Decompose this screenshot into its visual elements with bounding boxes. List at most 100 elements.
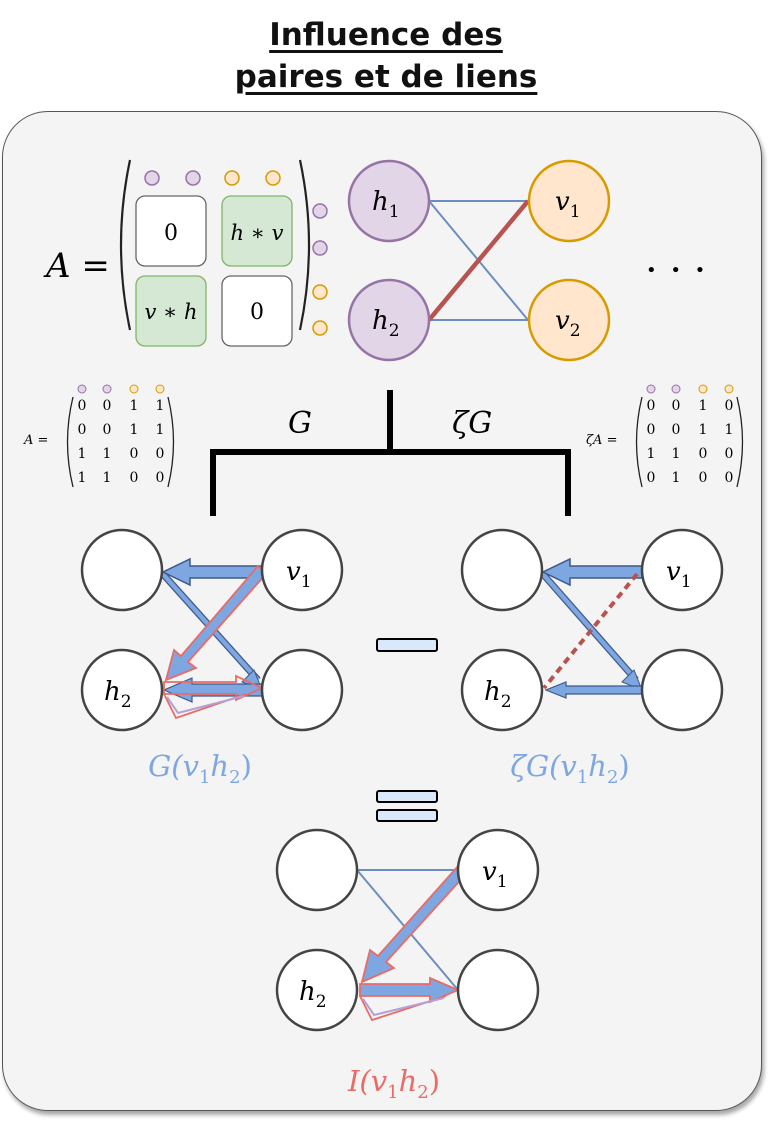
svg-text:1: 1 <box>647 446 656 462</box>
svg-text:1: 1 <box>130 398 139 414</box>
cell-bottom-left <box>135 275 207 347</box>
svg-text:0: 0 <box>130 446 139 462</box>
node-v1 <box>456 828 540 912</box>
graph-g: v1 h2 G(v1h2) <box>80 528 344 788</box>
influence-arrow <box>164 564 268 682</box>
cell-value: 0 <box>250 300 264 325</box>
caption-zeta-g-v1h2: ζG(v1h2) <box>510 749 630 788</box>
equals-sign <box>376 790 438 822</box>
col-dot-orange <box>265 170 281 186</box>
svg-text:1: 1 <box>103 446 112 462</box>
svg-text:0: 0 <box>103 398 112 414</box>
node-h2 <box>80 648 164 732</box>
svg-text:0: 0 <box>725 470 734 486</box>
svg-text:0: 0 <box>699 470 708 486</box>
svg-text:1: 1 <box>156 398 165 414</box>
content-panel <box>2 111 762 1111</box>
block-matrix: A = 0 h ∗ v v ∗ h 0 <box>43 159 328 347</box>
svg-text:0: 0 <box>647 470 656 486</box>
svg-text:0: 0 <box>78 398 87 414</box>
col-dot-purple <box>144 170 160 186</box>
node-empty <box>456 948 540 1032</box>
svg-text:1: 1 <box>699 398 708 414</box>
svg-text:0: 0 <box>699 446 708 462</box>
svg-text:0: 0 <box>103 422 112 438</box>
svg-text:1: 1 <box>78 470 87 486</box>
node-empty <box>260 648 344 732</box>
graph-i: v1 h2 I(v1h2) <box>275 828 540 1103</box>
node-label: v2 <box>555 306 581 341</box>
node-empty <box>460 528 544 612</box>
svg-text:1: 1 <box>156 422 165 438</box>
col-dot-purple <box>185 170 201 186</box>
svg-text:0: 0 <box>672 422 681 438</box>
row-dot-purple <box>312 203 328 219</box>
caption-g-v1h2: G(v1h2) <box>148 749 252 788</box>
node-empty <box>80 528 164 612</box>
node-label: v1 <box>286 557 312 592</box>
right-paren <box>298 159 311 331</box>
svg-text:1: 1 <box>672 446 681 462</box>
removed-edge <box>542 572 639 690</box>
node-h2 <box>347 278 431 362</box>
cell-value: 0 <box>164 221 178 246</box>
svg-text:1: 1 <box>699 422 708 438</box>
svg-text:0: 0 <box>672 398 681 414</box>
svg-text:1: 1 <box>103 470 112 486</box>
node-label: h1 <box>372 187 400 222</box>
graph-zeta-g: v1 h2 ζG(v1h2) <box>460 528 724 788</box>
node-h2 <box>275 948 359 1032</box>
title-line-2: paires et de liens <box>234 59 538 95</box>
node-empty <box>640 648 724 732</box>
row-dot-orange <box>312 320 328 336</box>
matrix-lhs: ζA = <box>586 433 617 448</box>
svg-text:0: 0 <box>725 398 734 414</box>
bipartite-graph-top: h1 h2 v1 v2 <box>347 159 611 362</box>
branch-connector: G ζG <box>210 390 571 516</box>
node-label: v1 <box>482 857 508 892</box>
svg-text:0: 0 <box>156 446 165 462</box>
svg-text:1: 1 <box>725 422 734 438</box>
edge-arrow <box>541 557 643 587</box>
cell-value: v ∗ h <box>144 300 197 324</box>
minus-sign <box>376 638 438 652</box>
cell-top-left <box>135 195 207 267</box>
svg-text:0: 0 <box>78 422 87 438</box>
edge-arrow <box>544 681 643 699</box>
node-v1 <box>640 528 724 612</box>
svg-text:0: 0 <box>647 422 656 438</box>
caption-i-v1h2: I(v1h2) <box>347 1064 440 1103</box>
ellipsis: • • • <box>646 260 709 281</box>
svg-text:1: 1 <box>130 422 139 438</box>
title-line-1: Influence des <box>269 17 503 53</box>
node-v1 <box>260 528 344 612</box>
node-h2 <box>460 648 544 732</box>
node-label: v1 <box>666 557 692 592</box>
node-v1 <box>527 159 611 243</box>
matrix-lhs: A = <box>23 433 48 448</box>
row-dot-orange <box>312 284 328 300</box>
svg-text:0: 0 <box>647 398 656 414</box>
node-h1 <box>347 159 431 243</box>
col-dot-orange <box>224 170 240 186</box>
cell-value: h ∗ v <box>230 221 283 245</box>
branch-label-g: G <box>288 406 312 441</box>
page-title: Influence des paires et de liens <box>0 14 772 98</box>
svg-text:0: 0 <box>130 470 139 486</box>
node-v2 <box>527 278 611 362</box>
branch-label-zeta-g: ζG <box>452 406 492 441</box>
highlighted-edge <box>427 199 530 322</box>
row-dot-purple <box>312 240 328 256</box>
node-label: h2 <box>484 677 512 712</box>
block-matrix-lhs: A = <box>43 246 110 286</box>
influence-arrow <box>360 864 468 984</box>
node-label: h2 <box>299 977 327 1012</box>
svg-text:1: 1 <box>672 470 681 486</box>
svg-text:0: 0 <box>156 470 165 486</box>
left-paren <box>119 159 132 331</box>
